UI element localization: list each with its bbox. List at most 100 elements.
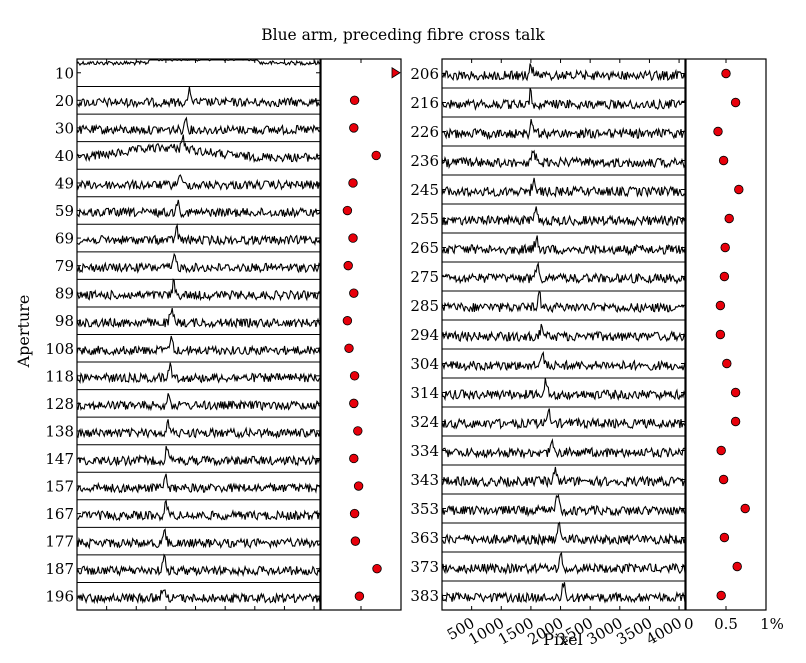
spectrum-line: [441, 521, 686, 547]
crosstalk-marker: [719, 532, 730, 543]
spectrum-line: [441, 290, 686, 314]
spectrum-line: [76, 116, 321, 136]
spectrum-line: [441, 351, 686, 372]
spectrum-line: [441, 408, 686, 430]
spectrum-line: [441, 437, 686, 460]
x-axis-label: Pixel: [543, 630, 583, 649]
spectrum-line: [441, 261, 686, 285]
spectrum-line: [441, 377, 686, 402]
aperture-label: 40: [55, 147, 74, 165]
spectrum-panel-frame: [76, 58, 321, 611]
crosstalk-marker: [730, 97, 741, 108]
aperture-label: 343: [410, 471, 439, 489]
crosstalk-marker: [734, 184, 744, 195]
aperture-label: 265: [410, 239, 439, 257]
aperture-label: 285: [410, 297, 439, 315]
aperture-label: 226: [410, 123, 439, 141]
aperture-label: 79: [55, 257, 74, 275]
spectrum-line: [76, 528, 321, 550]
spectrum-line: [441, 582, 686, 604]
crosstalk-marker: [719, 271, 730, 282]
crosstalk-marker: [342, 316, 353, 326]
spectrum-line: [76, 419, 321, 440]
crosstalk-marker: [730, 387, 741, 398]
aperture-label: 275: [410, 268, 439, 286]
aperture-label: 334: [410, 442, 439, 460]
aperture-label: 167: [45, 505, 74, 523]
crosstalk-marker: [713, 126, 723, 137]
crosstalk-marker: [715, 329, 726, 340]
aperture-label: 363: [410, 529, 439, 547]
spectrum-line: [441, 87, 686, 112]
crosstalk-marker: [349, 398, 359, 409]
aperture-label: 314: [410, 384, 439, 402]
aperture-label: 128: [45, 395, 74, 413]
aperture-label: 245: [410, 181, 439, 199]
crosstalk-marker: [730, 416, 741, 427]
spectrum-line: [76, 553, 321, 578]
aperture-label: 138: [45, 422, 74, 440]
aperture-label: 147: [45, 450, 74, 468]
plot-area: 1020304049596979899810811812813814715716…: [45, 58, 784, 649]
aperture-label: 383: [410, 587, 439, 605]
spectrum-line: [76, 335, 321, 357]
crosstalk-marker: [348, 178, 358, 188]
aperture-label: 89: [55, 285, 74, 303]
spectrum-line: [76, 393, 321, 412]
aperture-label: 49: [55, 174, 74, 192]
crosstalk-marker: [349, 288, 359, 298]
aperture-label: 187: [45, 560, 74, 578]
crosstalk-marker: [371, 150, 381, 161]
spectrum-line: [441, 206, 686, 227]
y-axis-label: Aperture: [14, 295, 33, 369]
aperture-label: 20: [55, 92, 74, 110]
crosstalk-marker: [740, 503, 750, 514]
crosstalk-marker: [716, 445, 726, 456]
spectrum-line: [76, 86, 321, 109]
spectrum-line: [441, 149, 686, 170]
crosstalk-panel-frame: [685, 58, 767, 611]
aperture-label: 118: [45, 367, 74, 385]
crosstalk-tick-label: 0.5: [714, 615, 738, 633]
spectrum-line: [76, 174, 321, 191]
aperture-label: 157: [45, 478, 74, 496]
crosstalk-marker: [718, 155, 729, 166]
spectrum-line: [76, 252, 321, 274]
crosstalk-marker: [720, 242, 730, 253]
aperture-label: 98: [55, 312, 74, 330]
crosstalk-marker: [344, 343, 354, 353]
aperture-label: 216: [410, 94, 439, 112]
aperture-label: 294: [410, 326, 439, 344]
crosstalk-marker: [354, 591, 365, 601]
aperture-label: 177: [45, 533, 74, 551]
crosstalk-marker: [349, 453, 359, 464]
crosstalk-marker: [721, 68, 731, 79]
aperture-label: 206: [410, 65, 439, 83]
chart-title: Blue arm, preceding fibre cross talk: [261, 26, 545, 44]
aperture-label: 10: [55, 64, 74, 82]
crosstalk-tick-label: 0: [684, 615, 694, 633]
spectrum-line: [76, 589, 321, 605]
crosstalk-marker: [732, 561, 742, 572]
aperture-label: 324: [410, 413, 439, 431]
aperture-label: 69: [55, 230, 74, 248]
crosstalk-marker: [715, 300, 726, 311]
crosstalk-marker: [342, 205, 353, 216]
aperture-label: 236: [410, 152, 439, 170]
spectrum-line: [441, 177, 686, 198]
crosstalk-marker: [350, 536, 361, 546]
crosstalk-marker: [349, 371, 360, 381]
aperture-label: 59: [55, 202, 74, 220]
crosstalk-marker: [348, 233, 358, 243]
spectrum-line: [76, 307, 321, 329]
spectrum-line: [76, 362, 321, 384]
spectrum-line: [441, 552, 686, 576]
spectrum-line: [76, 445, 321, 467]
spectrum-line: [76, 134, 321, 163]
spectrum-line: [76, 59, 321, 67]
spectrum-line: [441, 466, 686, 489]
crosstalk-marker: [718, 474, 729, 485]
crosstalk-marker: [372, 563, 382, 574]
crosstalk-tick-label: 1%: [760, 615, 784, 633]
aperture-label: 373: [410, 558, 439, 576]
